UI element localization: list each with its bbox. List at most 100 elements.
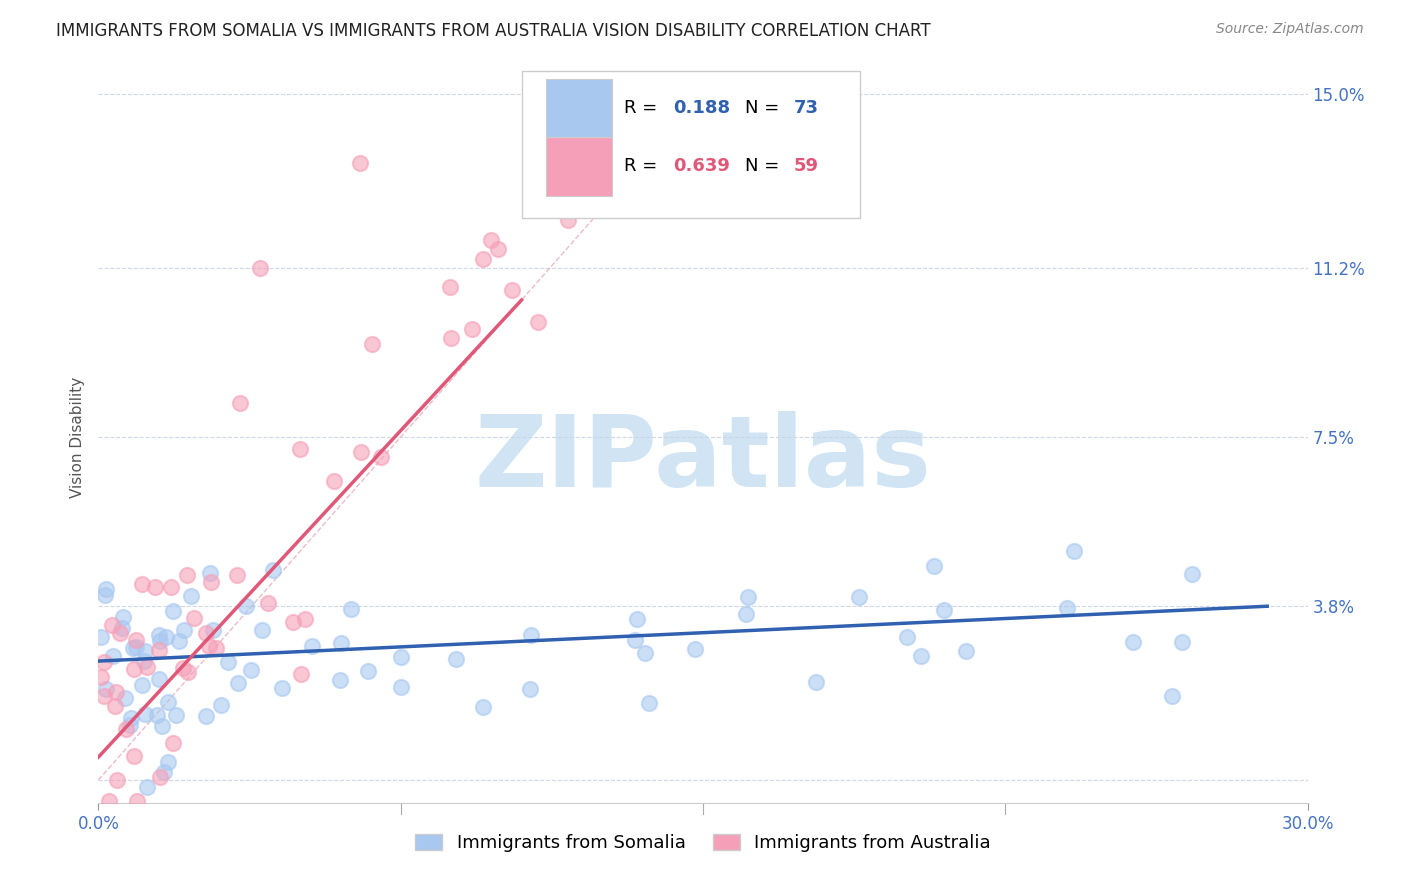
Point [90,630,112,644]
Point [283,615,305,630]
Point [922,558,945,573]
Point [153,765,176,780]
Point [848,590,870,604]
Point [96,809,118,823]
Point [180,589,202,603]
Text: 73: 73 [793,99,818,117]
Point [370,450,392,464]
Point [896,630,918,644]
Point [124,662,146,676]
Point [209,698,232,712]
Point [329,636,352,650]
Point [146,809,169,823]
FancyBboxPatch shape [522,71,860,218]
Point [103,699,125,714]
FancyBboxPatch shape [546,78,613,137]
Point [683,642,706,657]
Point [349,155,371,169]
Point [149,633,172,648]
Text: N =: N = [745,99,779,117]
Point [360,337,382,351]
Point [162,604,184,618]
Point [252,623,274,637]
Point [235,599,257,614]
Text: 59: 59 [793,158,818,176]
Point [439,280,461,294]
Point [256,596,278,610]
Point [135,660,157,674]
Point [172,661,194,675]
Point [200,575,222,590]
Legend: Immigrants from Somalia, Immigrants from Australia: Immigrants from Somalia, Immigrants from… [408,827,998,860]
Point [165,708,187,723]
Y-axis label: Vision Disability: Vision Disability [69,376,84,498]
Point [149,770,172,784]
Point [1056,601,1078,615]
Point [167,634,190,648]
Point [110,621,132,635]
Point [114,809,136,823]
Point [446,652,468,666]
Point [93,689,115,703]
Point [645,110,668,124]
Point [555,110,578,124]
Point [350,445,373,459]
Point [101,617,124,632]
FancyBboxPatch shape [546,137,613,195]
Point [173,623,195,637]
Point [127,794,149,808]
Point [108,625,131,640]
Point [150,719,173,733]
Text: R =: R = [624,158,658,176]
Point [93,655,115,669]
Point [1171,635,1194,649]
Point [160,580,183,594]
Point [183,611,205,625]
Point [114,723,136,737]
Point [624,632,647,647]
Point [114,691,136,706]
Point [288,442,311,457]
Point [148,672,170,686]
Point [90,670,112,684]
Point [329,673,352,687]
Point [294,612,316,626]
Point [105,772,128,787]
Point [479,233,502,247]
Point [270,681,292,695]
Point [229,396,252,410]
Point [471,700,494,714]
Point [340,601,363,615]
Point [357,664,380,678]
Point [134,644,156,658]
Point [910,649,932,664]
Text: Source: ZipAtlas.com: Source: ZipAtlas.com [1216,22,1364,37]
Point [628,111,651,125]
Point [501,283,523,297]
Point [226,675,249,690]
Point [226,567,249,582]
Point [197,639,219,653]
Point [176,567,198,582]
Point [155,630,177,644]
Text: R =: R = [624,99,658,117]
Point [440,331,463,345]
Point [148,628,170,642]
Point [198,566,221,580]
Point [134,654,156,668]
Point [204,641,226,656]
Point [118,717,141,731]
Point [94,588,117,602]
Point [626,612,648,626]
Point [143,580,166,594]
Point [157,695,180,709]
Point [96,582,118,596]
Point [389,681,412,695]
Text: IMMIGRANTS FROM SOMALIA VS IMMIGRANTS FROM AUSTRALIA VISION DISABILITY CORRELATI: IMMIGRANTS FROM SOMALIA VS IMMIGRANTS FR… [56,22,931,40]
Point [806,674,828,689]
Point [195,626,218,640]
Point [519,628,541,642]
Point [290,666,312,681]
Point [1160,689,1182,703]
Point [1122,635,1144,649]
